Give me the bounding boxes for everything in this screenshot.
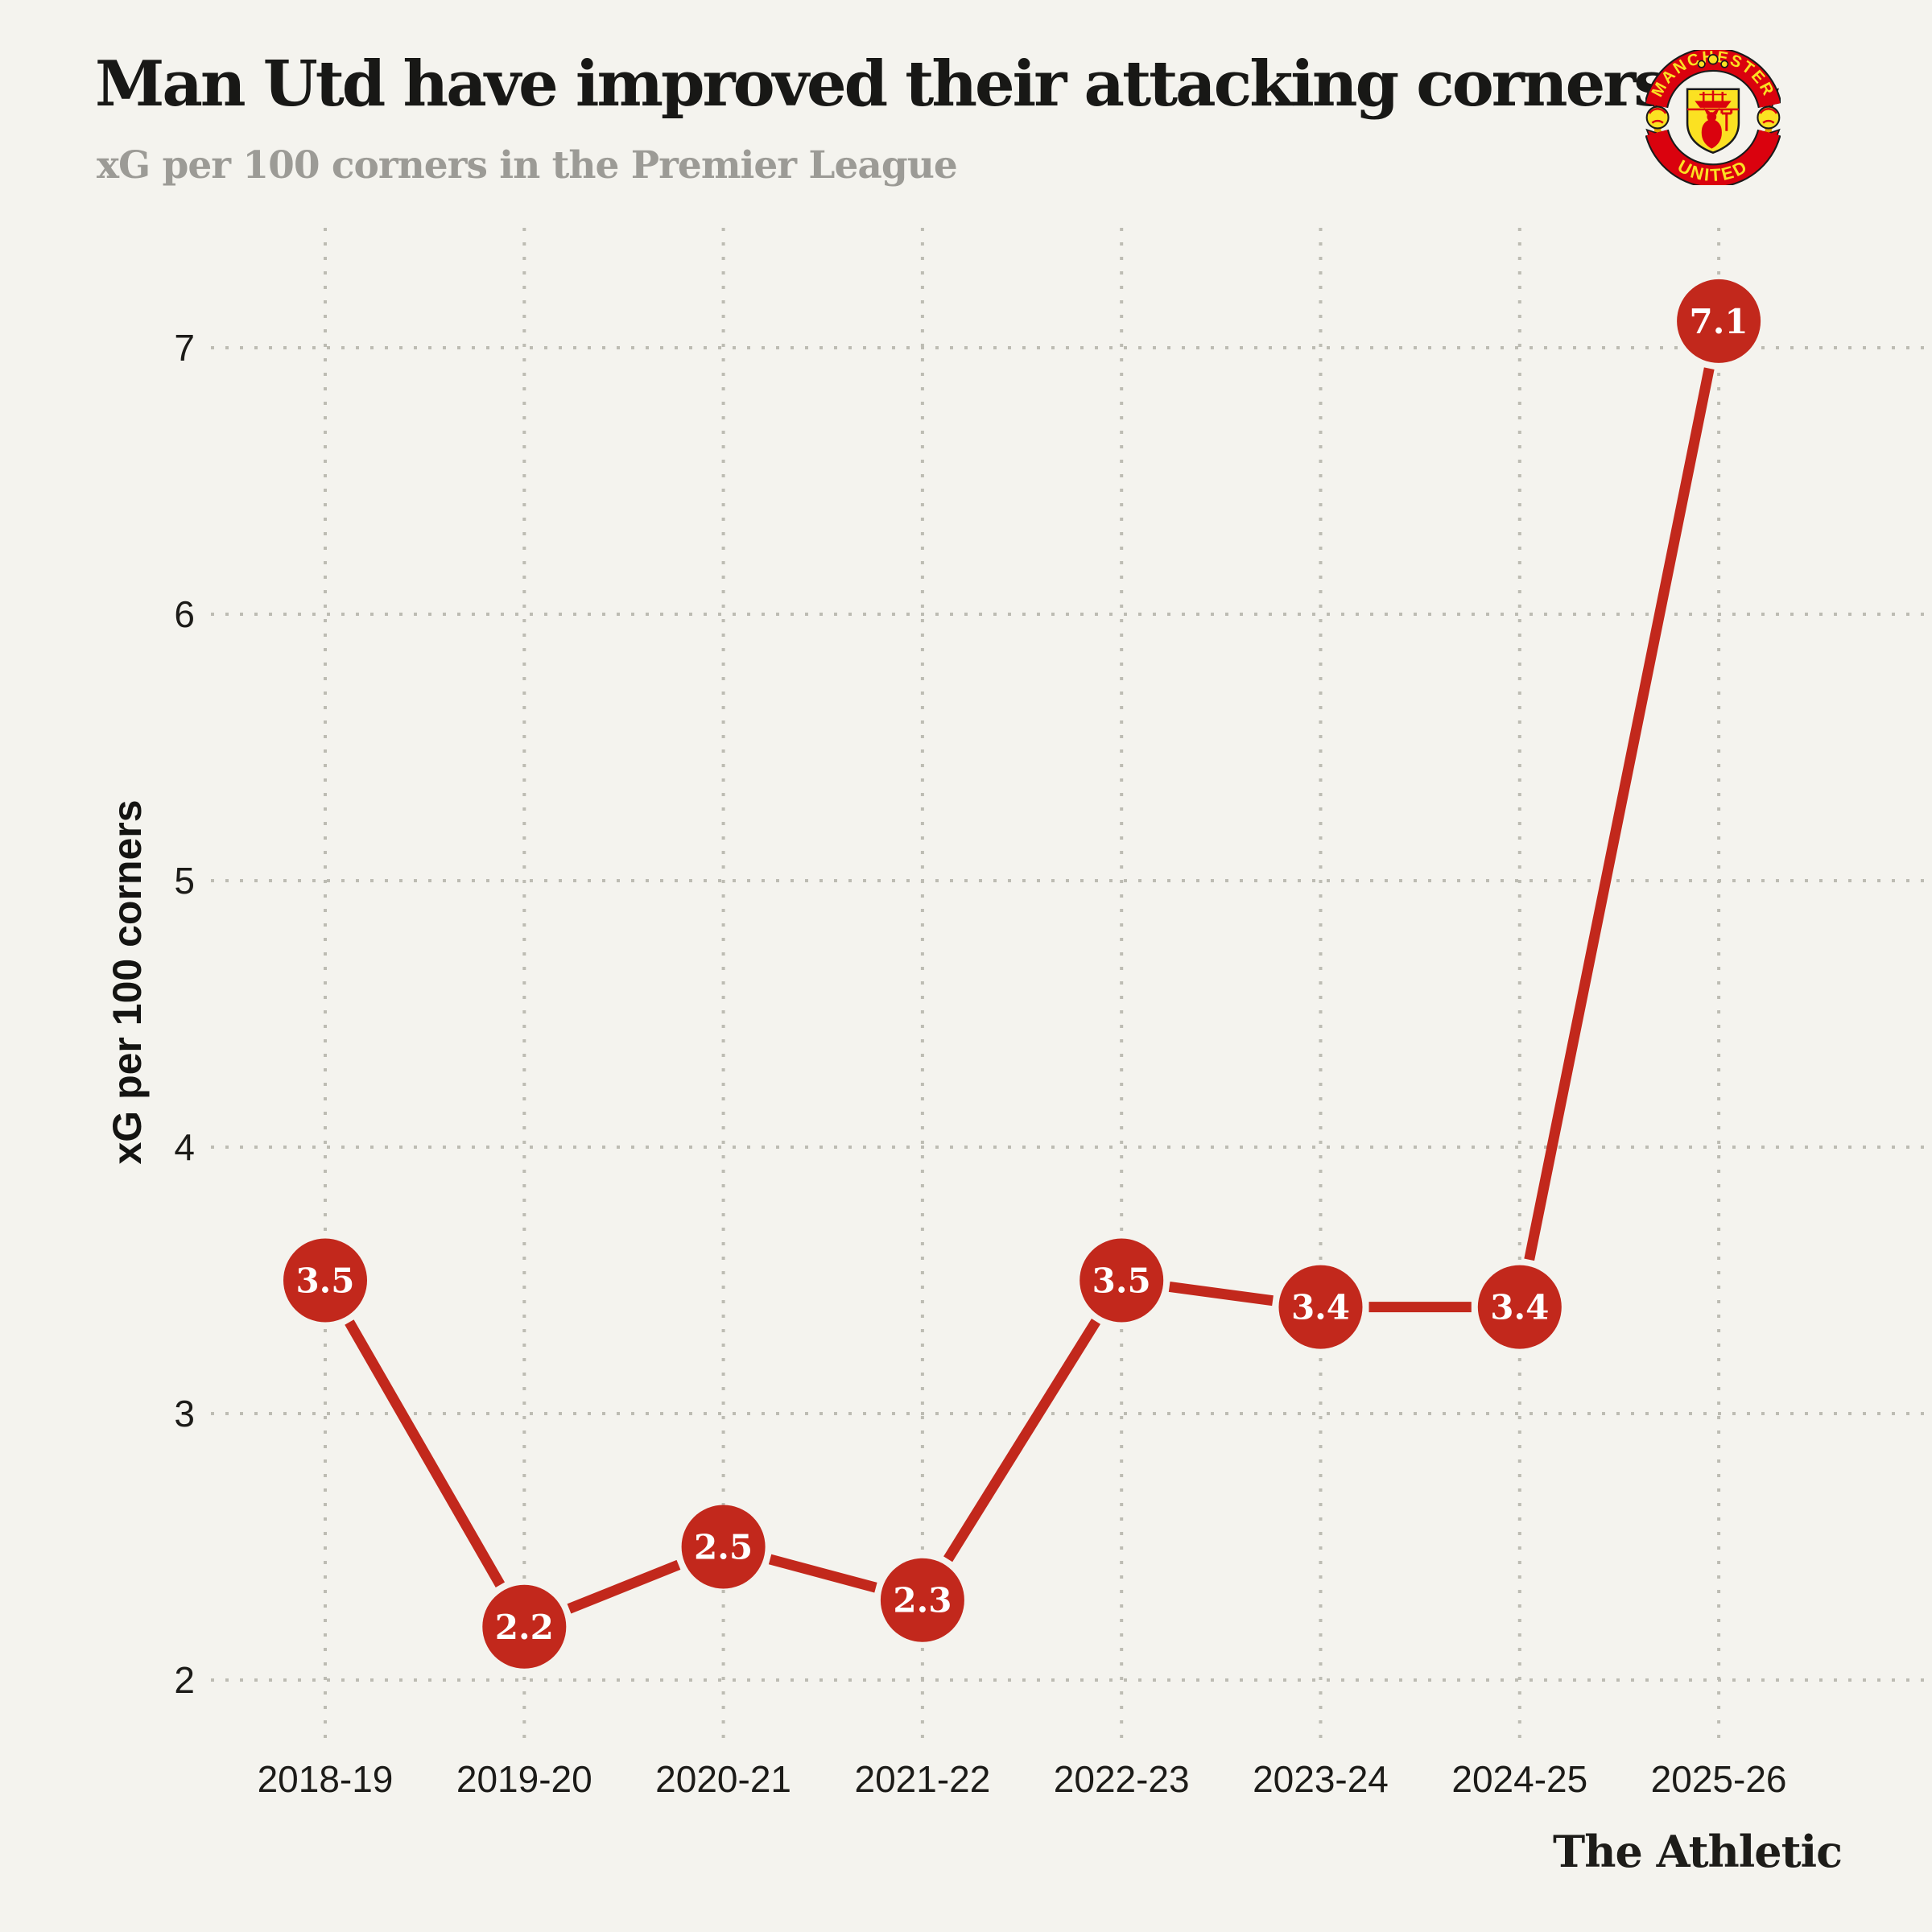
x-tick-label: 2020-21 <box>655 1758 791 1800</box>
data-point-label: 7.1 <box>1690 302 1748 341</box>
chart-title: Man Utd have improved their attacking co… <box>95 47 1669 121</box>
line-segment <box>1524 367 1715 1261</box>
crest-top-ornament <box>1707 54 1719 65</box>
x-tick-label: 2018-19 <box>258 1758 394 1800</box>
crest-football-right <box>1757 105 1781 130</box>
x-tick-label: 2023-24 <box>1253 1758 1389 1800</box>
data-point-label: 3.4 <box>1490 1288 1549 1327</box>
x-tick-label: 2021-22 <box>854 1758 990 1800</box>
data-point <box>1080 1238 1164 1323</box>
manchester-united-crest-icon: MANCHESTER UNITED <box>1645 50 1781 185</box>
the-athletic-logo: The Athletic <box>1553 1826 1843 1877</box>
x-axis-labels: 2018-19 2019-20 2020-21 2021-22 2022-23 2023-… <box>258 1758 1787 1800</box>
x-tick-label: 2022-23 <box>1054 1758 1190 1800</box>
y-tick-label: 6 <box>174 593 195 635</box>
x-tick-label: 2024-25 <box>1451 1758 1587 1800</box>
crest-top-ornament <box>1697 60 1706 68</box>
data-point <box>681 1505 766 1589</box>
crest-top-ornament <box>1720 60 1729 68</box>
y-tick-label: 3 <box>174 1393 195 1435</box>
data-point-label: 2.2 <box>495 1608 554 1647</box>
line-segment <box>768 1554 877 1593</box>
gridlines <box>211 228 1926 1748</box>
data-point <box>880 1558 964 1642</box>
data-point-labels: 3.5 2.2 2.5 2.3 3.5 3.4 3.4 7.1 <box>295 302 1748 1647</box>
line-segment <box>345 1319 506 1588</box>
data-point-label: 3.4 <box>1291 1288 1350 1327</box>
data-point-label: 2.3 <box>893 1581 952 1620</box>
data-points <box>283 279 1761 1669</box>
crest-ship <box>1695 90 1732 108</box>
y-tick-label: 4 <box>174 1126 195 1168</box>
x-tick-label: 2025-26 <box>1651 1758 1787 1800</box>
crest-bottom-banner <box>1646 129 1780 185</box>
line-segment <box>1168 1282 1274 1307</box>
chart-subtitle: xG per 100 corners in the Premier League <box>97 143 958 188</box>
y-axis-labels: 2 3 4 5 6 7 <box>174 327 195 1701</box>
x-tick-label: 2019-20 <box>456 1758 592 1800</box>
line-segment <box>943 1318 1101 1563</box>
data-point <box>482 1584 567 1669</box>
data-point-label: 2.5 <box>694 1528 753 1567</box>
data-line <box>345 367 1715 1614</box>
crest-football-left <box>1645 105 1670 130</box>
data-point <box>1477 1265 1562 1349</box>
data-point-label: 3.5 <box>1092 1261 1151 1301</box>
y-tick-label: 5 <box>174 860 195 902</box>
data-point-label: 3.5 <box>295 1261 354 1301</box>
data-point <box>1278 1265 1363 1349</box>
data-point <box>283 1238 367 1323</box>
data-point <box>1677 279 1761 363</box>
line-segment <box>567 1559 681 1614</box>
y-tick-label: 7 <box>174 327 195 369</box>
y-tick-label: 2 <box>174 1659 195 1701</box>
crest-devil <box>1701 107 1733 149</box>
